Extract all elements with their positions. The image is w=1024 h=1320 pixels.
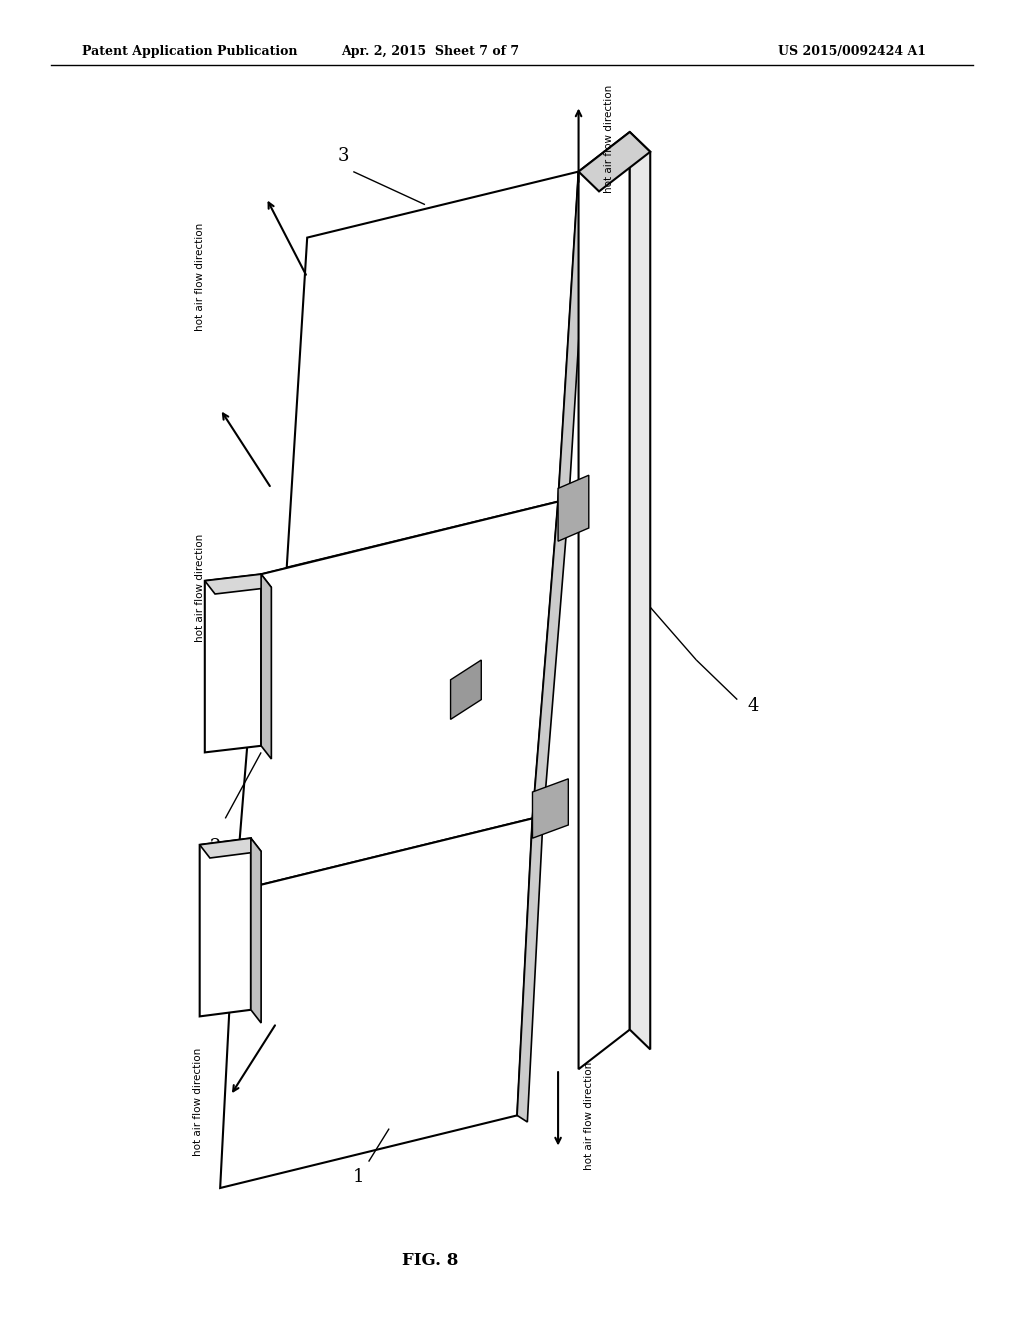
Polygon shape bbox=[200, 838, 261, 858]
Text: 1: 1 bbox=[352, 1168, 365, 1187]
Polygon shape bbox=[205, 574, 271, 594]
Polygon shape bbox=[451, 660, 481, 719]
Text: hot air flow direction: hot air flow direction bbox=[195, 223, 205, 331]
Polygon shape bbox=[251, 838, 261, 1023]
Text: Patent Application Publication: Patent Application Publication bbox=[82, 45, 297, 58]
Polygon shape bbox=[205, 574, 261, 752]
Text: hot air flow direction: hot air flow direction bbox=[584, 1061, 594, 1170]
Text: 2: 2 bbox=[209, 838, 221, 857]
Text: FIG. 8: FIG. 8 bbox=[401, 1253, 459, 1269]
Polygon shape bbox=[558, 475, 589, 541]
Polygon shape bbox=[200, 838, 251, 1016]
Polygon shape bbox=[579, 132, 650, 191]
Text: hot air flow direction: hot air flow direction bbox=[604, 84, 614, 193]
Polygon shape bbox=[517, 818, 543, 1122]
Polygon shape bbox=[261, 574, 271, 759]
Text: US 2015/0092424 A1: US 2015/0092424 A1 bbox=[778, 45, 927, 58]
Text: Apr. 2, 2015  Sheet 7 of 7: Apr. 2, 2015 Sheet 7 of 7 bbox=[341, 45, 519, 58]
Polygon shape bbox=[630, 132, 650, 1049]
Polygon shape bbox=[558, 172, 589, 508]
Polygon shape bbox=[220, 818, 532, 1188]
Polygon shape bbox=[532, 779, 568, 838]
Text: hot air flow direction: hot air flow direction bbox=[193, 1048, 203, 1156]
Polygon shape bbox=[236, 502, 558, 891]
Polygon shape bbox=[287, 172, 579, 568]
Text: hot air flow direction: hot air flow direction bbox=[195, 533, 205, 642]
Polygon shape bbox=[532, 502, 568, 825]
Text: 3: 3 bbox=[337, 147, 349, 165]
Text: 4: 4 bbox=[748, 697, 759, 715]
Polygon shape bbox=[579, 132, 630, 1069]
